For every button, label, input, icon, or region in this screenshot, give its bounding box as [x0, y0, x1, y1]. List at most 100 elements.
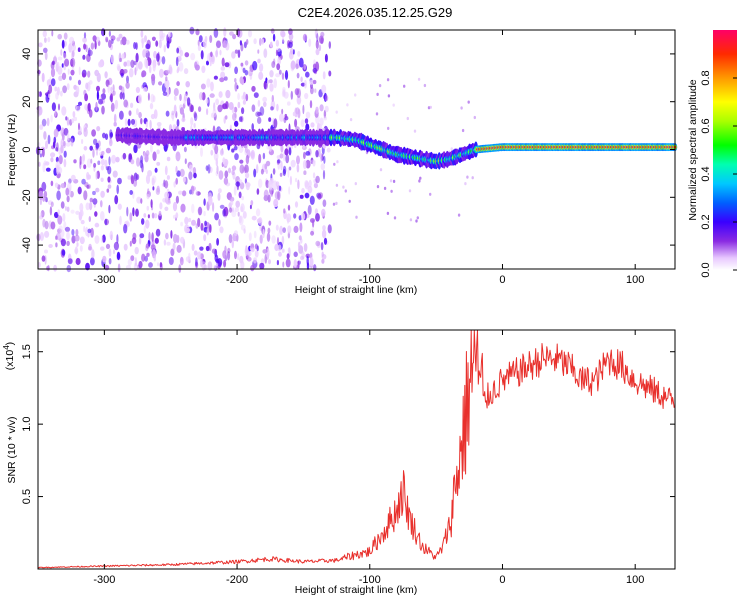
- spectrogram-noise-cell: [152, 186, 155, 191]
- spectrogram-noise-cell: [300, 255, 305, 261]
- spectrogram-noise-cell: [250, 264, 255, 272]
- svg-text:(x104): (x104): [2, 342, 16, 370]
- spectrogram-speckle: [349, 118, 353, 122]
- spectrogram-speckle: [392, 103, 395, 107]
- spectrogram-noise-cell: [47, 264, 50, 272]
- spectrogram-noise-cell: [176, 47, 180, 54]
- spectrogram-noise-cell: [176, 119, 180, 127]
- spectrogram-noise-cell: [258, 153, 262, 164]
- spectrogram-noise-cell: [234, 66, 239, 75]
- spectrogram-noise-cell: [310, 230, 315, 236]
- spectrogram-noise-cell: [54, 86, 58, 92]
- spectrogram-noise-cell: [229, 31, 234, 36]
- x-tick-label: 0: [499, 274, 505, 286]
- spectrogram-noise-cell: [267, 227, 271, 234]
- spectrogram-noise-cell: [281, 108, 284, 115]
- y-tick-label: 0.5: [21, 489, 33, 504]
- spectrogram-noise-cell: [297, 50, 301, 57]
- spectrogram-noise-cell: [154, 237, 159, 244]
- spectrogram-noise-cell: [272, 33, 276, 42]
- spectrogram-noise-cell: [237, 211, 240, 217]
- snr-panel: -300 -200 -100 0 100 0.5 1.0 1.5 Height of str…: [2, 329, 676, 596]
- spectrogram-noise-cell: [245, 154, 250, 165]
- spectrogram-noise-cell: [190, 185, 195, 195]
- spectrogram-speckle: [333, 162, 336, 166]
- spectrogram-noise-cell: [78, 101, 82, 106]
- x-tick-label: -100: [359, 574, 381, 586]
- spectrogram-noise-cell: [83, 164, 87, 170]
- spectrogram-noise-cell: [161, 56, 166, 65]
- spectrogram-noise-cell: [294, 118, 298, 128]
- spectrogram-noise-cell: [172, 201, 178, 212]
- spectrogram-noise-cell: [320, 242, 324, 251]
- spectrogram-noise-cell: [124, 118, 128, 127]
- spectrogram-noise-cell: [283, 151, 286, 162]
- spectrogram-noise-cell: [48, 93, 51, 99]
- spectrogram-noise-cell: [127, 258, 132, 266]
- spectrogram-noise-cell: [101, 150, 105, 156]
- spectrogram-noise-cell: [275, 49, 278, 56]
- spectrogram-noise-cell: [207, 261, 213, 271]
- spectrogram-noise-cell: [88, 80, 93, 85]
- spectrogram-noise-cell: [250, 149, 256, 160]
- spectrogram-noise-cell: [297, 241, 301, 249]
- spectrogram-noise-cell: [77, 186, 82, 195]
- spectrogram-noise-cell: [107, 176, 111, 183]
- spectrogram-noise-cell: [60, 144, 64, 154]
- spectrogram-noise-cell: [231, 239, 234, 249]
- spectrogram-noise-cell: [165, 76, 168, 82]
- spectrogram-noise-cell: [87, 70, 91, 78]
- spectrogram-noise-cell: [315, 150, 319, 158]
- spectrogram-noise-cell: [72, 50, 75, 58]
- spectrogram-noise-cell: [48, 84, 53, 94]
- spectrogram-noise-cell: [85, 202, 90, 211]
- spectrogram-noise-cell: [68, 43, 73, 53]
- spectrogram-noise-cell: [109, 230, 114, 240]
- spectrogram-noise-cell: [83, 32, 87, 39]
- spectrogram-noise-cell: [234, 207, 239, 213]
- spectrogram-noise-cell: [281, 235, 285, 245]
- spectrogram-noise-cell: [277, 159, 281, 164]
- spectrogram-noise-cell: [313, 264, 317, 272]
- spectrogram-noise-cell: [41, 118, 47, 127]
- spectrogram-noise-cell: [141, 70, 147, 77]
- spectrogram-noise-cell: [107, 84, 110, 94]
- spectrogram-noise-cell: [56, 190, 61, 201]
- spectrogram-noise-cell: [134, 246, 139, 255]
- spectrogram-noise-cell: [190, 117, 194, 126]
- spectrogram-noise-cell: [258, 217, 263, 226]
- spectrogram-noise-cell: [308, 38, 312, 47]
- spectrogram-noise-cell: [58, 103, 60, 111]
- spectrogram-noise-cell: [84, 93, 88, 102]
- spectrogram-noise-cell: [149, 102, 154, 110]
- spectrogram-noise-cell: [324, 105, 329, 113]
- spectrogram-noise-cell: [259, 63, 264, 72]
- spectrogram-noise-cell: [309, 195, 315, 205]
- spectrogram-noise-cell: [244, 69, 249, 76]
- spectrogram-noise-cell: [208, 195, 213, 206]
- spectrogram-noise-cell: [140, 155, 144, 164]
- spectrogram-noise-cell: [173, 181, 176, 188]
- spectrogram-noise-cell: [55, 242, 58, 248]
- spectrogram-noise-cell: [125, 39, 130, 45]
- spectrogram-noise-cell: [55, 147, 58, 152]
- spectrogram-noise-cell: [295, 63, 299, 70]
- spectrogram-noise-cell: [111, 154, 117, 164]
- spectrogram-noise-cell: [238, 116, 243, 122]
- spectrogram-noise-cell: [143, 151, 146, 159]
- spectrogram-noise-cell: [323, 155, 326, 164]
- spectrogram-noise-cell: [176, 81, 180, 87]
- spectrogram-noise-cell: [320, 163, 325, 171]
- spectrogram-noise-cell: [281, 248, 285, 253]
- spectrogram-noise-cell: [140, 118, 143, 125]
- spectrogram-noise-cell: [75, 229, 79, 236]
- spectrogram-noise-cell: [306, 255, 309, 266]
- spectrogram-noise-cell: [179, 49, 184, 57]
- spectrogram-noise-cell: [94, 211, 98, 217]
- spectrogram-noise-cell: [301, 187, 305, 194]
- spectrogram-ridge: [115, 126, 678, 170]
- spectrogram-noise-cell: [52, 141, 56, 149]
- spectrogram-noise-cell: [104, 159, 108, 168]
- spectrogram-noise-cell: [296, 163, 300, 173]
- spectrogram-noise-cell: [151, 212, 155, 219]
